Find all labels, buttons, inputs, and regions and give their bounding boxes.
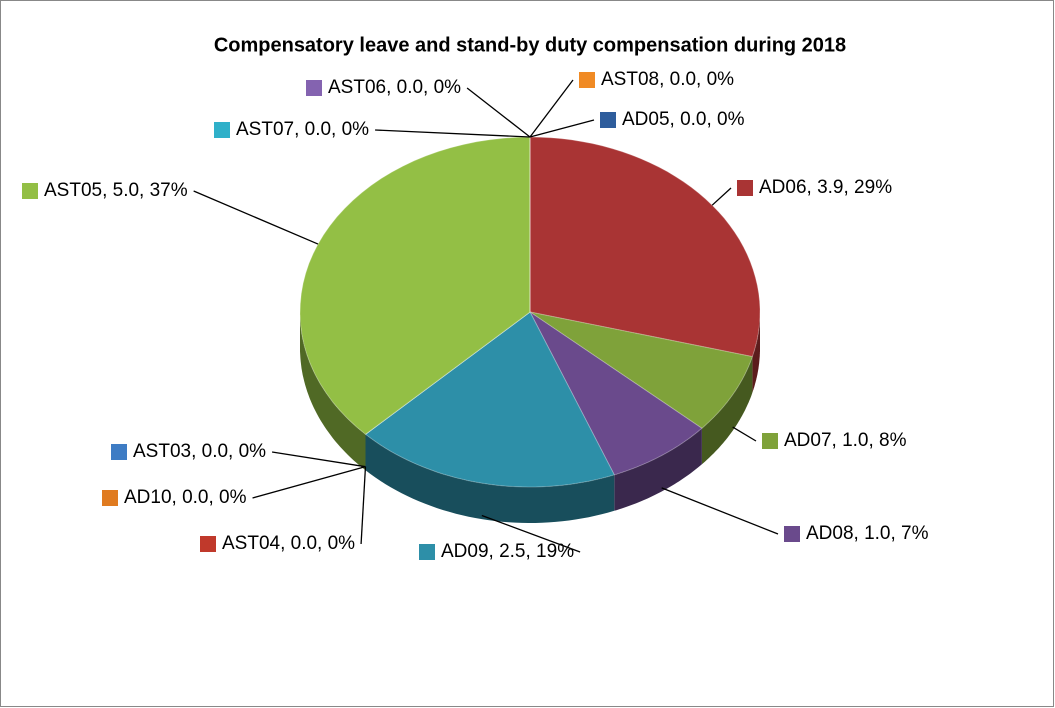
leader-line (360, 466, 367, 545)
legend-swatch (214, 122, 230, 138)
leader-line (193, 190, 319, 245)
legend-swatch (737, 180, 753, 196)
slice (364, 311, 616, 488)
leader-line (732, 426, 757, 442)
data-label: AST03, 0.0, 0% (133, 441, 266, 462)
leader-line (481, 514, 581, 553)
slice-side (365, 434, 615, 523)
chart-title: Compensatory leave and stand-by duty com… (214, 34, 846, 56)
slice (529, 311, 703, 476)
data-label: AST06, 0.0, 0% (328, 77, 461, 98)
data-label: AST08, 0.0, 0% (601, 69, 734, 90)
legend-swatch (102, 490, 118, 506)
data-label: AD07, 1.0, 8% (784, 430, 907, 451)
leader-line (529, 119, 595, 138)
slice (529, 136, 761, 358)
data-label: AD09, 2.5, 19% (441, 541, 574, 562)
legend-swatch (600, 112, 616, 128)
data-label: AST04, 0.0, 0% (222, 533, 355, 554)
slice-side (614, 428, 702, 511)
legend-swatch (111, 444, 127, 460)
slice (529, 311, 754, 429)
leader-line (711, 187, 732, 206)
legend-swatch (762, 433, 778, 449)
legend-swatch (306, 80, 322, 96)
leader-line (529, 79, 574, 138)
data-label: AST07, 0.0, 0% (236, 119, 369, 140)
slice-side (752, 312, 760, 393)
leader-line (661, 487, 779, 535)
legend-swatch (579, 72, 595, 88)
data-label: AD06, 3.9, 29% (759, 177, 892, 198)
leader-line (252, 466, 366, 499)
slice-side (300, 312, 366, 471)
legend-swatch (784, 526, 800, 542)
data-label: AD08, 1.0, 7% (806, 523, 929, 544)
legend-swatch (200, 536, 216, 552)
data-label: AD10, 0.0, 0% (124, 487, 247, 508)
data-label: AD05, 0.0, 0% (622, 109, 745, 130)
leader-line (466, 87, 531, 138)
legend-swatch (419, 544, 435, 560)
data-label: AST05, 5.0, 37% (44, 180, 188, 201)
leader-line (375, 129, 531, 138)
leader-line (271, 451, 366, 468)
slice-side (701, 356, 753, 465)
legend-swatch (22, 183, 38, 199)
